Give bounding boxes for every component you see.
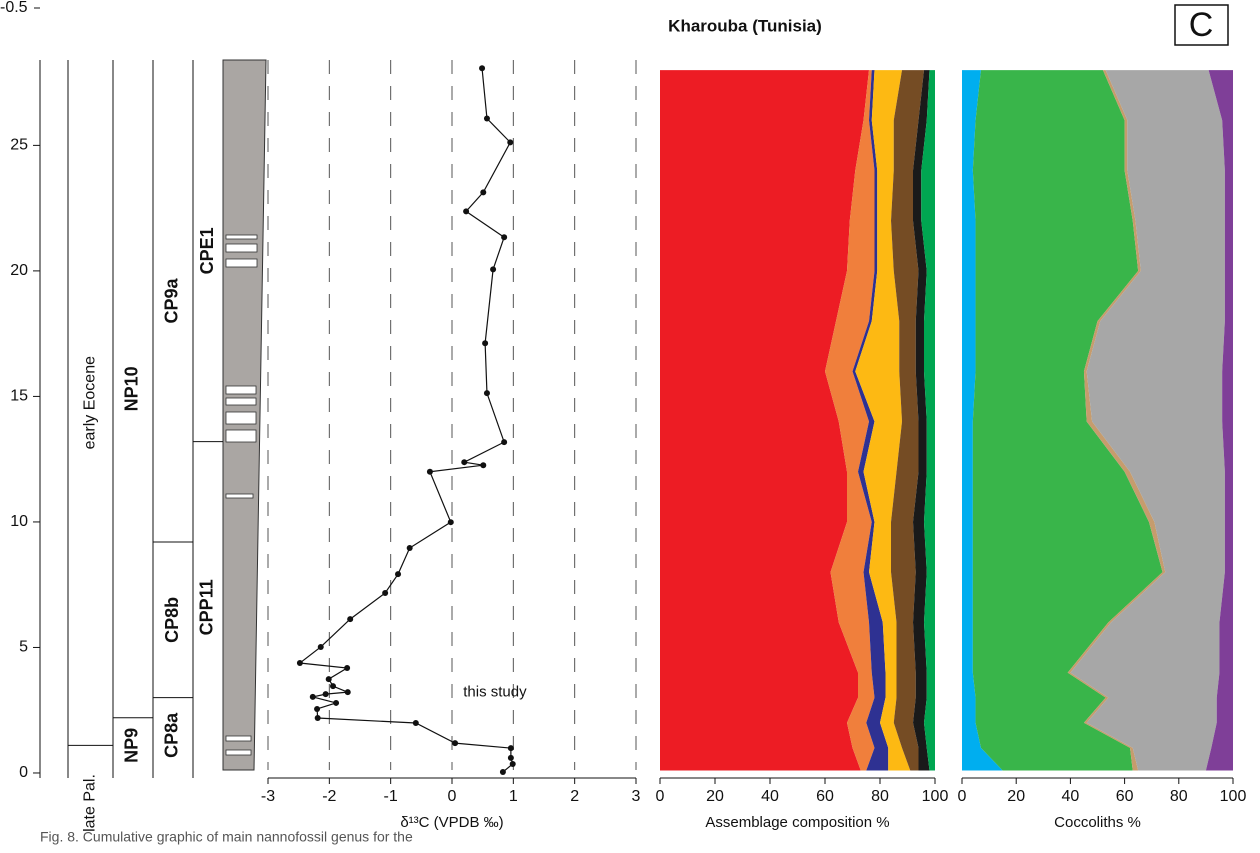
- data-point: [480, 189, 487, 196]
- area-segment: [855, 70, 911, 771]
- area-segment: [825, 70, 875, 771]
- y-tick-label: 0: [19, 764, 28, 781]
- zone-label: CPP11: [197, 579, 217, 635]
- data-point: [296, 660, 303, 667]
- data-point: [344, 689, 351, 696]
- data-point: [347, 616, 354, 623]
- data-point: [330, 683, 337, 690]
- area-segment: [852, 70, 889, 771]
- zone-label: late Pal.: [82, 774, 99, 832]
- data-point: [461, 459, 468, 466]
- data-point: [322, 691, 329, 698]
- data-point: [507, 139, 514, 146]
- data-point: [333, 699, 340, 706]
- x-tick-label: 100: [922, 788, 949, 805]
- data-point: [452, 740, 459, 747]
- x-tick-label: 60: [1116, 788, 1134, 805]
- data-point: [309, 693, 316, 700]
- data-point: [480, 462, 487, 469]
- x-tick-label: 0: [958, 788, 967, 805]
- data-point: [501, 234, 508, 241]
- data-point: [483, 115, 490, 122]
- data-point: [509, 760, 516, 767]
- y-tick-label: 25: [10, 137, 28, 154]
- zone-label: CPE1: [197, 227, 217, 274]
- panel-label: C: [1189, 6, 1214, 44]
- data-point: [395, 571, 402, 578]
- zone-label: early Eocene: [82, 356, 99, 449]
- zone-label: NP10: [122, 366, 142, 411]
- x-tick-label: 80: [871, 788, 889, 805]
- zone-label: CP8a: [162, 712, 182, 758]
- x-tick-label: -1: [384, 788, 398, 805]
- data-point: [314, 705, 321, 712]
- data-point: [483, 390, 490, 397]
- x-tick-label: 3: [632, 788, 641, 805]
- data-point: [463, 208, 470, 215]
- data-point: [482, 340, 489, 347]
- x-tick-label: -2: [322, 788, 336, 805]
- x-tick-label: 40: [761, 788, 779, 805]
- annotation: this study: [463, 684, 527, 701]
- x-tick-label: 60: [816, 788, 834, 805]
- x-tick-label: 80: [1170, 788, 1188, 805]
- area-segment: [962, 70, 1003, 771]
- y-tick-label: 10: [10, 513, 28, 530]
- data-point: [501, 439, 508, 446]
- area-segment: [913, 70, 930, 771]
- x-tick-label: 100: [1220, 788, 1247, 805]
- data-point: [406, 545, 413, 552]
- caption: Fig. 8. Cumulative graphic of main nanno…: [40, 829, 413, 845]
- x-axis-label: δ¹³C (VPDB ‰): [400, 814, 503, 831]
- data-point: [426, 468, 433, 475]
- panel-box: [1174, 4, 1229, 46]
- data-point: [490, 266, 497, 273]
- data-point: [317, 643, 324, 650]
- x-tick-label: 0: [656, 788, 665, 805]
- x-tick-label: 20: [1007, 788, 1025, 805]
- y-tick-label: 20: [10, 262, 28, 279]
- data-point: [344, 665, 351, 672]
- y-tick-label: 15: [10, 388, 28, 405]
- x-tick-label: 20: [706, 788, 724, 805]
- zone-label: CP8b: [162, 597, 182, 643]
- data-point: [507, 745, 514, 752]
- data-point: [382, 589, 389, 596]
- chart-title: Kharouba (Tunisia): [668, 16, 822, 35]
- x-axis-label: Assemblage composition %: [705, 814, 889, 831]
- area-segment: [1205, 70, 1233, 771]
- data-line: [298, 68, 514, 773]
- x-axis-label: Coccoliths %: [1054, 814, 1141, 831]
- x-tick-label: 2: [570, 788, 579, 805]
- area-segment: [921, 70, 935, 771]
- data-point: [507, 754, 514, 761]
- zone-label: CP9a: [162, 278, 182, 324]
- data-point: [412, 720, 419, 727]
- area-segment: [1067, 70, 1166, 771]
- area-segment: [1070, 70, 1225, 771]
- data-point: [499, 768, 506, 775]
- data-point: [314, 715, 321, 722]
- zone-label: NP9: [122, 728, 142, 763]
- y-tick-label: 5: [19, 639, 28, 656]
- x-tick-label: 0: [448, 788, 457, 805]
- area-segment: [660, 70, 869, 771]
- data-point: [325, 676, 332, 683]
- area-segment: [972, 70, 1163, 771]
- data-point: [447, 519, 454, 526]
- limestone-beds: [225, 234, 258, 756]
- data-point: [479, 65, 486, 72]
- x-tick-label: 40: [1062, 788, 1080, 805]
- x-tick-label: -3: [261, 788, 275, 805]
- x-tick-label: 1: [509, 788, 518, 805]
- stray-tick-label: -0.5: [0, 0, 28, 16]
- area-segment: [891, 70, 924, 771]
